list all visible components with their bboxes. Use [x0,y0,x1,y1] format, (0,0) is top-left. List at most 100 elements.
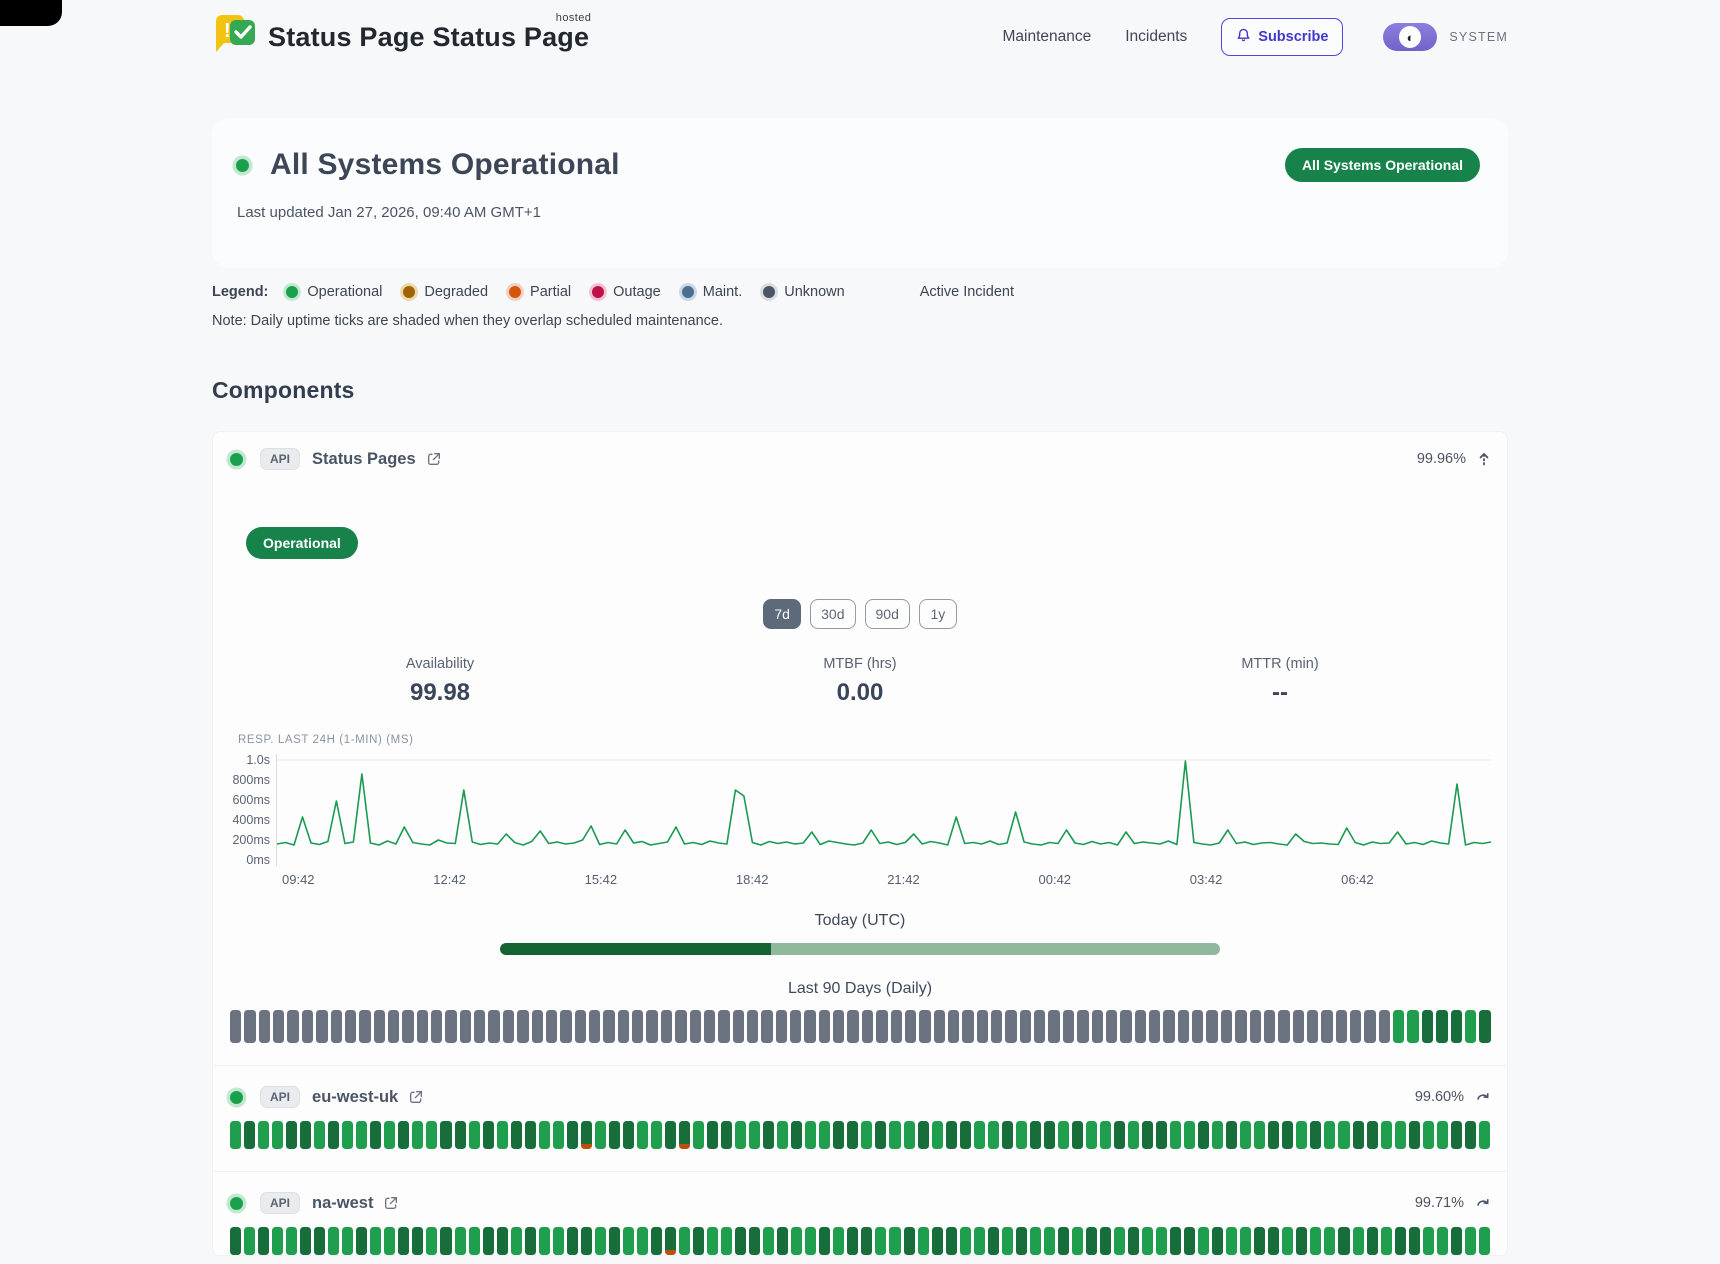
uptime-tick[interactable] [833,1010,845,1043]
uptime-tick[interactable] [646,1010,658,1043]
uptime-tick[interactable] [1212,1121,1224,1149]
uptime-tick[interactable] [735,1121,747,1149]
uptime-tick[interactable] [496,1121,508,1149]
component-name[interactable]: na-west [312,1193,374,1212]
uptime-tick[interactable] [1310,1121,1322,1149]
uptime-tick[interactable] [342,1121,354,1149]
range-button-1y[interactable]: 1y [918,599,957,629]
external-link-icon[interactable] [383,1195,399,1211]
uptime-tick[interactable] [1282,1227,1294,1255]
uptime-tick[interactable] [1156,1121,1168,1149]
uptime-tick[interactable] [1128,1121,1140,1149]
uptime-tick[interactable] [1001,1121,1013,1149]
uptime-tick[interactable] [1352,1121,1364,1149]
uptime-tick[interactable] [230,1227,242,1255]
uptime-tick[interactable] [1378,1010,1391,1043]
uptime-tick[interactable] [258,1227,270,1255]
uptime-tick[interactable] [931,1227,943,1255]
uptime-tick[interactable] [1192,1010,1204,1043]
uptime-tick[interactable] [703,1010,716,1043]
uptime-tick[interactable] [875,1227,887,1255]
uptime-tick[interactable] [617,1010,630,1043]
uptime-tick[interactable] [1350,1010,1362,1043]
uptime-tick[interactable] [1001,1227,1013,1255]
uptime-tick[interactable] [732,1010,744,1043]
uptime-tick[interactable] [931,1121,943,1149]
uptime-tick[interactable] [1113,1227,1125,1255]
uptime-tick[interactable] [945,1227,957,1255]
uptime-tick[interactable] [903,1227,915,1255]
uptime-tick[interactable] [1366,1121,1378,1149]
uptime-tick[interactable] [412,1121,424,1149]
theme-toggle[interactable]: ◐ [1383,23,1438,51]
uptime-tick[interactable] [1034,1010,1046,1043]
uptime-tick[interactable] [1019,1010,1032,1043]
uptime-tick[interactable] [861,1227,873,1255]
uptime-tick[interactable] [384,1227,396,1255]
uptime-tick[interactable] [538,1121,550,1149]
uptime-tick[interactable] [791,1227,803,1255]
external-link-icon[interactable] [408,1089,424,1105]
uptime-tick[interactable] [1338,1227,1350,1255]
uptime-tick[interactable] [819,1227,831,1255]
uptime-tick[interactable] [1226,1227,1238,1255]
uptime-tick[interactable] [847,1227,859,1255]
uptime-tick[interactable] [1310,1227,1322,1255]
uptime-tick[interactable] [818,1010,831,1043]
uptime-tick[interactable] [973,1227,985,1255]
uptime-tick[interactable] [805,1121,817,1149]
uptime-tick[interactable] [314,1121,326,1149]
uptime-tick[interactable] [426,1121,438,1149]
uptime-tick[interactable] [917,1227,929,1255]
uptime-tick[interactable] [300,1227,312,1255]
uptime-tick[interactable] [431,1010,443,1043]
uptime-tick[interactable] [919,1010,931,1043]
uptime-tick[interactable] [1170,1121,1182,1149]
uptime-tick[interactable] [384,1121,396,1149]
uptime-tick[interactable] [1422,1227,1434,1255]
uptime-tick[interactable] [1338,1121,1350,1149]
uptime-tick[interactable] [545,1010,558,1043]
uptime-tick[interactable] [416,1010,429,1043]
uptime-tick[interactable] [524,1121,536,1149]
uptime-tick[interactable] [1393,1010,1405,1043]
uptime-tick[interactable] [746,1010,759,1043]
uptime-tick[interactable] [356,1121,368,1149]
uptime-tick[interactable] [468,1121,480,1149]
uptime-tick[interactable] [482,1121,494,1149]
subscribe-button[interactable]: Subscribe [1221,18,1344,56]
uptime-tick[interactable] [819,1121,831,1149]
uptime-tick[interactable] [496,1227,508,1255]
uptime-tick[interactable] [1364,1010,1376,1043]
uptime-tick[interactable] [387,1010,400,1043]
uptime-tick[interactable] [258,1010,271,1043]
uptime-tick[interactable] [287,1010,299,1043]
uptime-tick[interactable] [1394,1121,1406,1149]
uptime-tick[interactable] [1263,1010,1276,1043]
uptime-tick[interactable] [1254,1121,1266,1149]
uptime-tick[interactable] [1077,1010,1089,1043]
uptime-tick[interactable] [679,1121,691,1149]
uptime-tick[interactable] [273,1010,285,1043]
uptime-tick[interactable] [1436,1010,1448,1043]
uptime-tick[interactable] [1128,1227,1140,1255]
uptime-tick[interactable] [474,1010,486,1043]
range-button-90d[interactable]: 90d [864,599,910,629]
uptime-tick[interactable] [538,1227,550,1255]
uptime-tick[interactable] [510,1121,522,1149]
collapse-arrow-icon[interactable] [1478,451,1490,468]
uptime-tick[interactable] [775,1010,788,1043]
component-name[interactable]: eu-west-uk [312,1087,399,1106]
uptime-tick[interactable] [1408,1227,1420,1255]
uptime-tick[interactable] [689,1010,701,1043]
uptime-tick[interactable] [1142,1121,1154,1149]
uptime-tick[interactable] [244,1227,256,1255]
uptime-tick[interactable] [1422,1121,1434,1149]
uptime-tick[interactable] [1296,1121,1308,1149]
uptime-tick[interactable] [1278,1010,1290,1043]
component-name[interactable]: Status Pages [312,449,416,468]
uptime-tick[interactable] [1478,1227,1490,1255]
uptime-tick[interactable] [594,1121,606,1149]
uptime-tick[interactable] [1464,1010,1477,1043]
uptime-tick[interactable] [833,1227,845,1255]
